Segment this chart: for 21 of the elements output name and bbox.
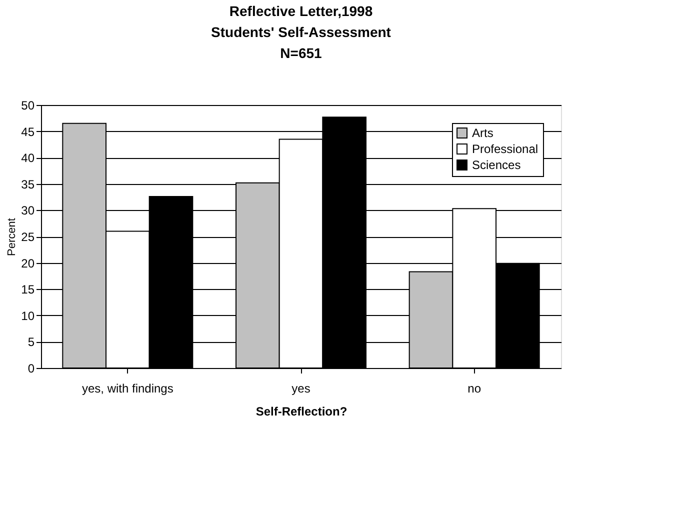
chart-title: Reflective Letter,1998 <box>229 3 373 19</box>
legend-label: Sciences <box>472 158 521 172</box>
y-tick-label: 15 <box>21 282 35 297</box>
y-tick-label: 30 <box>21 204 35 218</box>
y-tick-label: 50 <box>21 98 35 112</box>
legend-label: Professional <box>472 142 538 156</box>
x-tick-label: yes <box>292 382 310 396</box>
y-tick-label: 10 <box>21 308 35 323</box>
y-tick-label: 45 <box>21 124 35 139</box>
y-tick-label: 20 <box>21 256 35 270</box>
y-tick-label: 0 <box>28 362 35 376</box>
y-tick-label: 25 <box>21 230 35 244</box>
chart-subtitle: Students' Self-Assessment N=651 <box>211 24 392 61</box>
legend-label: Arts <box>472 126 494 140</box>
y-tick-label: 5 <box>28 335 35 350</box>
x-tick-label: yes, with findings <box>82 382 174 396</box>
y-axis-title: Percent <box>6 218 18 256</box>
y-tick-label: 40 <box>21 151 35 166</box>
x-tick-label: no <box>468 382 482 396</box>
x-axis-title: Self-Reflection? <box>256 404 348 418</box>
y-tick-label: 35 <box>21 177 35 192</box>
